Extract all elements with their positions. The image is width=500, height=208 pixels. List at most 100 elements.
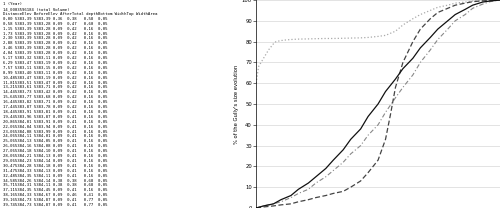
Volume bbox=[400, 61, 406, 64]
Volume bbox=[452, 4, 458, 6]
area bbox=[260, 205, 266, 207]
Depth bbox=[253, 207, 259, 208]
Volume bbox=[428, 17, 434, 20]
Length bbox=[444, 4, 450, 6]
Length bbox=[410, 17, 416, 20]
Depth bbox=[288, 194, 294, 197]
Depth bbox=[435, 28, 441, 30]
area bbox=[313, 182, 319, 184]
Length bbox=[487, 0, 493, 1]
Depth bbox=[270, 203, 276, 205]
Length bbox=[365, 36, 371, 39]
Depth bbox=[260, 205, 266, 207]
Length bbox=[497, 0, 500, 1]
Length bbox=[452, 2, 458, 4]
Length bbox=[296, 38, 302, 40]
Depth bbox=[313, 176, 319, 178]
Line: Volume: Volume bbox=[256, 0, 500, 208]
Length bbox=[428, 9, 434, 12]
area bbox=[288, 196, 294, 199]
Length bbox=[435, 6, 441, 9]
Length bbox=[340, 37, 346, 40]
Depth bbox=[470, 4, 476, 6]
Depth bbox=[392, 78, 398, 80]
Length bbox=[266, 49, 272, 51]
Depth bbox=[452, 13, 458, 16]
Volume bbox=[444, 7, 450, 10]
Depth bbox=[444, 20, 450, 22]
Length bbox=[418, 13, 424, 16]
Volume bbox=[296, 201, 302, 203]
Volume bbox=[388, 113, 394, 116]
Depth bbox=[358, 128, 364, 130]
area bbox=[330, 169, 336, 172]
Length bbox=[288, 38, 294, 41]
Depth bbox=[418, 47, 424, 49]
Length bbox=[400, 24, 406, 26]
area bbox=[340, 161, 346, 163]
area bbox=[400, 86, 406, 89]
Line: Depth: Depth bbox=[256, 0, 500, 208]
Length bbox=[358, 37, 364, 39]
area bbox=[410, 74, 416, 76]
Volume bbox=[462, 2, 468, 4]
Y-axis label: % of the Gully's size evolution: % of the Gully's size evolution bbox=[234, 64, 239, 144]
area bbox=[296, 192, 302, 195]
area bbox=[428, 49, 434, 51]
Depth bbox=[330, 159, 336, 161]
Depth bbox=[296, 188, 302, 191]
area bbox=[375, 124, 381, 126]
Volume bbox=[382, 138, 388, 141]
area bbox=[452, 20, 458, 22]
Length bbox=[260, 57, 266, 59]
area bbox=[418, 61, 424, 64]
Volume bbox=[278, 204, 284, 206]
Volume bbox=[313, 196, 319, 199]
Length bbox=[323, 37, 329, 40]
Volume bbox=[418, 28, 424, 30]
Volume bbox=[358, 180, 364, 182]
Volume bbox=[435, 11, 441, 14]
Depth bbox=[487, 0, 493, 2]
Volume bbox=[270, 205, 276, 207]
Volume bbox=[323, 194, 329, 197]
Depth bbox=[365, 115, 371, 118]
Depth bbox=[375, 103, 381, 105]
Volume bbox=[330, 192, 336, 195]
Length bbox=[330, 37, 336, 40]
area bbox=[348, 153, 354, 155]
Length bbox=[306, 38, 312, 40]
area bbox=[497, 0, 500, 1]
Length bbox=[480, 0, 486, 2]
area bbox=[278, 201, 284, 203]
Volume bbox=[487, 0, 493, 2]
Volume bbox=[348, 186, 354, 188]
Depth bbox=[410, 57, 416, 59]
area bbox=[444, 28, 450, 30]
Depth bbox=[306, 182, 312, 184]
Depth bbox=[480, 1, 486, 3]
Volume bbox=[288, 203, 294, 205]
Volume bbox=[480, 0, 486, 2]
Volume bbox=[365, 171, 371, 174]
area bbox=[365, 134, 371, 136]
area bbox=[382, 111, 388, 114]
Volume bbox=[253, 207, 259, 208]
area bbox=[358, 144, 364, 147]
Depth bbox=[382, 90, 388, 93]
Depth bbox=[428, 36, 434, 39]
area bbox=[392, 97, 398, 99]
Volume bbox=[306, 198, 312, 201]
area bbox=[480, 3, 486, 5]
area bbox=[435, 38, 441, 41]
Depth bbox=[323, 167, 329, 170]
area bbox=[462, 13, 468, 16]
area bbox=[487, 0, 493, 3]
Volume bbox=[470, 0, 476, 3]
Length bbox=[313, 37, 319, 40]
Volume bbox=[340, 190, 346, 193]
Volume bbox=[375, 159, 381, 161]
Volume bbox=[392, 86, 398, 89]
Length bbox=[278, 39, 284, 42]
area bbox=[323, 176, 329, 178]
